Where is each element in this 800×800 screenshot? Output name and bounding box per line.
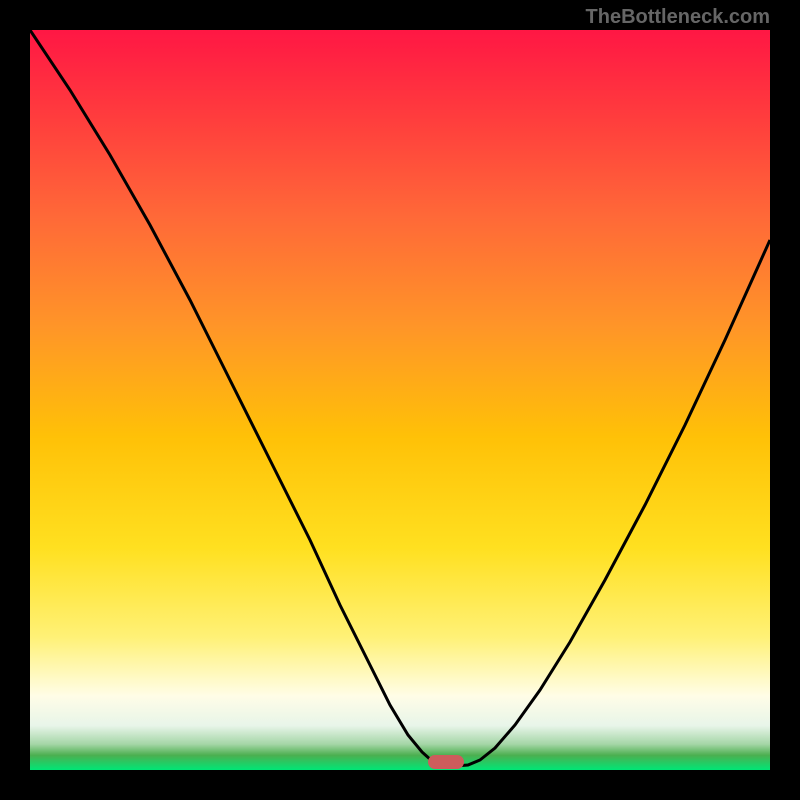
bottleneck-curve [30, 30, 770, 770]
chart-container [30, 30, 770, 770]
watermark-text: TheBottleneck.com [586, 6, 770, 29]
minimum-marker [428, 755, 464, 769]
